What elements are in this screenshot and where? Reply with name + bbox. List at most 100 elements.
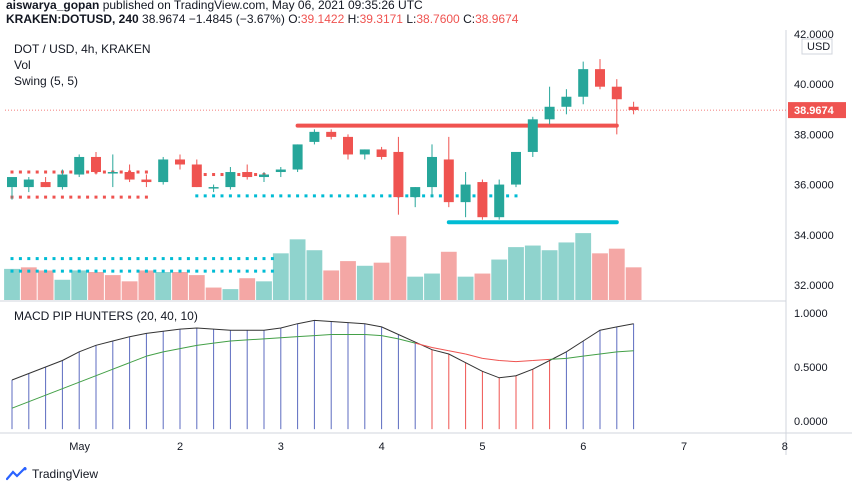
candle-body: [292, 144, 303, 170]
swing-support-dot: [380, 194, 384, 198]
swing-support-dot: [338, 194, 342, 198]
volume-bar: [575, 233, 592, 300]
swing-low-dot: [52, 257, 56, 261]
volume-bar: [340, 261, 356, 300]
swing-low-dot: [27, 269, 31, 273]
candle-body: [191, 164, 202, 188]
signal-line-segment: [398, 338, 416, 344]
price-tick-label: 32.0000: [794, 280, 834, 292]
swing-low-dot: [161, 269, 165, 273]
date-tick-label: 6: [580, 441, 586, 453]
volume-bar: [138, 270, 155, 300]
currency-box: [801, 38, 833, 55]
swing-low-dot: [35, 269, 39, 273]
volume-bar: [121, 281, 138, 300]
signal-line-segment: [482, 357, 500, 361]
swing-support-dot: [254, 194, 258, 198]
volume-bar: [222, 289, 239, 300]
volume-bar: [608, 248, 625, 300]
signal-line-segment: [499, 360, 517, 363]
swing-dots: [10, 170, 518, 273]
swing-low-dot: [144, 269, 148, 273]
low-value: 38.7600: [416, 12, 460, 26]
last-price-tag-label: 38.9674: [794, 105, 835, 117]
candle-body: [275, 169, 286, 173]
signal-line-segment: [583, 353, 601, 357]
swing-low-dot: [153, 269, 157, 273]
volume-bar: [407, 276, 424, 300]
signal-line-segment: [448, 350, 466, 355]
swing-low-dot: [128, 269, 132, 273]
date-tick-label: 8: [782, 441, 788, 453]
swing-support-dot: [287, 194, 291, 198]
swing-high-dot: [203, 173, 207, 177]
volume-bar: [272, 253, 289, 300]
volume-bar: [88, 272, 104, 300]
swing-support-dot: [514, 194, 518, 198]
candle-body: [57, 174, 68, 188]
swing-low-dot: [44, 195, 48, 199]
signal-line-segment: [616, 350, 634, 353]
swing-low-dot: [270, 269, 274, 273]
swing-low-dot: [77, 257, 81, 261]
candle-body: [578, 69, 589, 97]
signal-line-segment: [515, 360, 533, 363]
open-label: O:: [288, 12, 301, 26]
swing-low-dot: [245, 269, 249, 273]
volume-bar: [373, 262, 390, 300]
swing-low-dot: [44, 257, 48, 261]
swing-low-dot: [86, 269, 90, 273]
swing-high-dot: [18, 170, 22, 174]
date-tick-label: 7: [681, 441, 687, 453]
swing-low-dot: [27, 257, 31, 261]
signal-line-segment: [79, 375, 97, 383]
signal-line-segment: [431, 347, 449, 352]
swing-support-dot: [237, 194, 241, 198]
swing-support-dot: [228, 194, 232, 198]
publish-info: aiswarya_gopan published on TradingView.…: [6, 0, 423, 12]
volume-bar: [323, 270, 340, 300]
macd-tick-label: 0.0000: [794, 416, 828, 428]
swing-low-dot: [60, 257, 64, 261]
swing-support-dot: [422, 194, 426, 198]
swing-low-dot: [18, 257, 22, 261]
signal-line-segment: [381, 335, 399, 340]
swing-low-dot: [186, 269, 190, 273]
swing-low-dot: [52, 269, 56, 273]
candle-body: [477, 182, 488, 218]
swing-low-dot: [153, 257, 157, 261]
price-change: −1.4845 (−3.67%): [188, 12, 285, 26]
candle-body: [124, 172, 135, 180]
signal-line-segment: [247, 338, 265, 341]
candle-body: [611, 86, 622, 100]
signal-line-segment: [112, 362, 130, 370]
swing-low-dot: [119, 195, 123, 199]
swing-high-dot: [144, 170, 148, 174]
swing-low-dot: [136, 257, 140, 261]
signal-line-segment: [297, 335, 315, 338]
volume-bar: [558, 242, 575, 300]
candle-body: [460, 184, 471, 203]
swing-low-dot: [136, 269, 140, 273]
candle-body: [158, 159, 169, 183]
volume-bar: [256, 281, 272, 300]
volume-bar: [592, 253, 608, 300]
swing-support-dot: [220, 194, 224, 198]
low-label: L:: [406, 12, 417, 26]
swing-low-dot: [254, 257, 258, 261]
swing-low-dot: [144, 257, 148, 261]
volume-bar: [37, 270, 54, 300]
swing-support-dot: [329, 194, 333, 198]
signal-line-segment: [465, 353, 483, 359]
trend-lines: [5, 109, 786, 225]
swing-support-dot: [212, 194, 216, 198]
candle-body: [208, 187, 219, 189]
candle-body: [561, 96, 572, 107]
last-price: 38.9674: [142, 12, 186, 26]
swing-low-dot: [128, 257, 132, 261]
swing-support-dot: [455, 194, 459, 198]
swing-low-dot: [170, 269, 174, 273]
swing-low-dot: [228, 257, 232, 261]
signal-line-segment: [415, 342, 433, 348]
